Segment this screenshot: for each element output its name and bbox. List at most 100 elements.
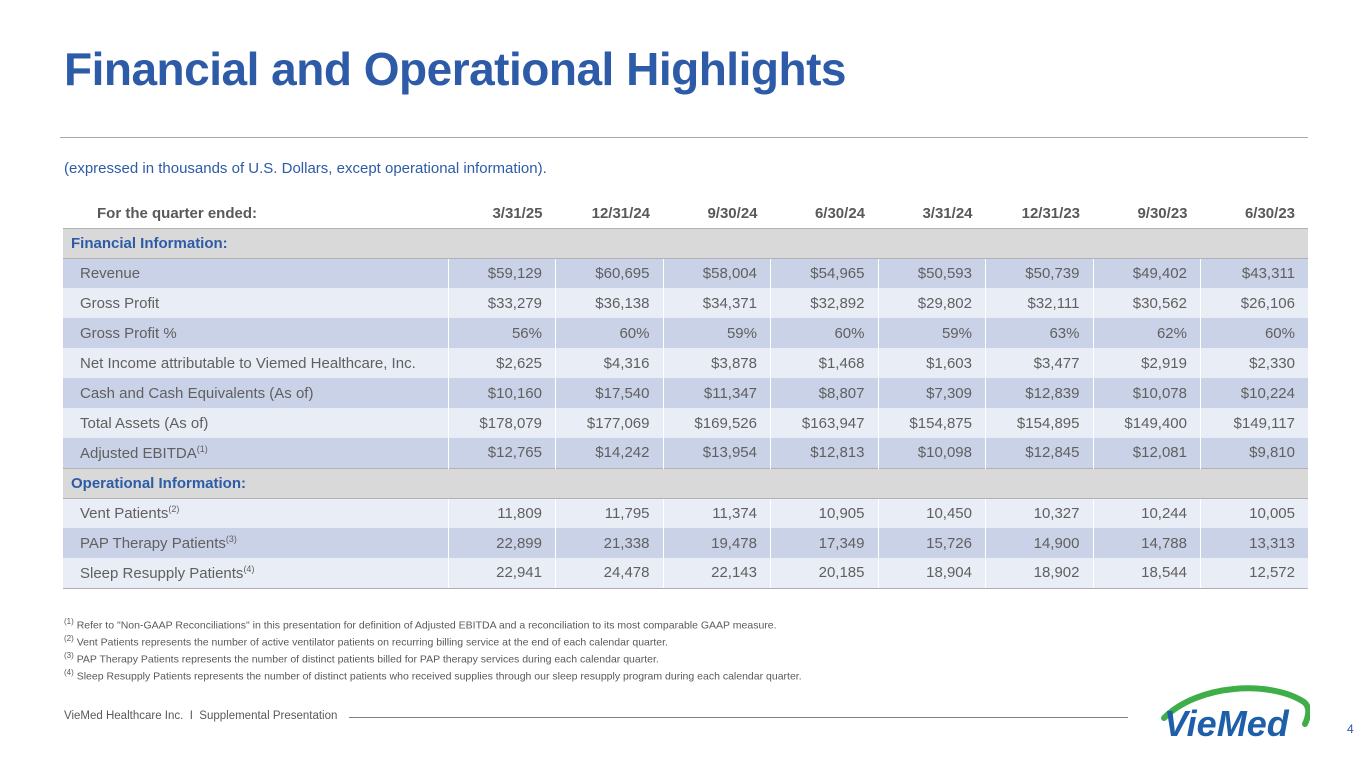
cell-value: $7,309 [877, 378, 986, 408]
cell-value: $29,802 [877, 288, 986, 318]
footnote-marker: (1) [196, 443, 208, 454]
cell-value: $14,242 [555, 438, 663, 468]
title-divider [60, 137, 1308, 138]
column-header: 3/31/25 [492, 204, 543, 222]
table-row: Gross Profit % 56% 60% 59% 60% 59% 63% 62% 60% [63, 318, 1308, 348]
cell-value: $17,540 [555, 378, 663, 408]
cell-value: $10,098 [877, 438, 986, 468]
section-header-row: Operational Information: [63, 467, 1308, 499]
cell-value: $54,965 [770, 258, 878, 288]
table-header-row: For the quarter ended: 3/31/25 12/31/24 9/… [63, 194, 1308, 228]
row-label-text: Cash and Cash Equivalents (As of) [80, 384, 314, 402]
cell-value: $12,081 [1092, 438, 1201, 468]
cell-value: 13,313 [1200, 528, 1308, 558]
row-label-text: PAP Therapy Patients [80, 535, 226, 552]
row-label: Revenue [63, 258, 448, 288]
cell-value: $163,947 [770, 408, 878, 438]
cell-value: $1,468 [770, 348, 878, 378]
cell-value: $60,695 [555, 258, 663, 288]
cell-value: 18,544 [1092, 558, 1201, 589]
cell-value: $169,526 [662, 408, 771, 438]
cell-value: $36,138 [555, 288, 663, 318]
section-label: Operational Information: [63, 467, 1308, 499]
footer: VieMed Healthcare Inc. I Supplemental Pr… [64, 710, 1128, 722]
row-label: PAP Therapy Patients(3) [63, 528, 448, 558]
cell-value: 10,450 [877, 498, 986, 528]
cell-value: 59% [877, 318, 986, 348]
cell-value: 63% [985, 318, 1093, 348]
table-header-label: For the quarter ended: [97, 204, 258, 222]
column-header: 12/31/24 [591, 204, 650, 222]
cell-value: 20,185 [770, 558, 878, 589]
cell-value: 59% [662, 318, 771, 348]
cell-value: $2,919 [1092, 348, 1201, 378]
cell-value: 19,478 [662, 528, 771, 558]
viemed-logo: VieMed [1158, 680, 1312, 748]
cell-value: $13,954 [662, 438, 771, 468]
row-label-text: Adjusted EBITDA [80, 444, 197, 462]
cell-value: $12,845 [985, 438, 1093, 468]
logo-swoosh-icon [1161, 685, 1312, 727]
viemed-logo-graphic: VieMed [1161, 685, 1312, 744]
table-row: Net Income attributable to Viemed Health… [63, 348, 1308, 378]
cell-value: 17,349 [770, 528, 878, 558]
table-row: Sleep Resupply Patients(4) 22,941 24,478 22… [63, 558, 1308, 589]
cell-value: 10,905 [770, 498, 878, 528]
row-label: Adjusted EBITDA(1) [63, 438, 448, 468]
cell-value: 22,941 [447, 558, 556, 589]
footnotes: (1) Refer to "Non-GAAP Reconciliations" … [64, 616, 1165, 684]
page-title: Financial and Operational Highlights [64, 43, 846, 95]
row-label-text: Net Income attributable to Viemed Health… [80, 354, 416, 372]
cell-value: 22,899 [447, 528, 556, 558]
cell-value: $32,111 [985, 288, 1093, 318]
cell-value: 60% [555, 318, 663, 348]
cell-value: 18,904 [877, 558, 986, 589]
cell-value: 62% [1092, 318, 1201, 348]
cell-value: 14,788 [1092, 528, 1201, 558]
cell-value: 60% [1200, 318, 1308, 348]
table-row: Vent Patients(2) 11,809 11,795 11,374 10,905… [63, 498, 1308, 528]
cell-value: $3,878 [662, 348, 771, 378]
cell-value: $10,160 [447, 378, 556, 408]
cell-value: $11,347 [662, 378, 771, 408]
column-header: 6/30/23 [1244, 204, 1295, 222]
cell-value: $178,079 [447, 408, 556, 438]
cell-value: $177,069 [555, 408, 663, 438]
cell-value: $1,603 [877, 348, 986, 378]
row-label-text: Gross Profit % [80, 324, 177, 342]
footnote-marker: (3) [225, 534, 237, 544]
column-header: 9/30/24 [707, 204, 758, 222]
cell-value: 22,143 [662, 558, 771, 589]
footer-divider [349, 716, 1128, 718]
cell-value: $2,330 [1200, 348, 1308, 378]
column-header: 6/30/24 [814, 204, 865, 222]
cell-value: $32,892 [770, 288, 878, 318]
table-row: PAP Therapy Patients(3) 22,899 21,338 19,47… [63, 528, 1308, 558]
cell-value: $154,895 [985, 408, 1093, 438]
cell-value: $12,839 [985, 378, 1093, 408]
footnote-text: Refer to "Non-GAAP Reconciliations" in t… [76, 619, 777, 632]
cell-value: 14,900 [985, 528, 1093, 558]
footnote-marker: (2) [168, 504, 180, 515]
cell-value: 24,478 [555, 558, 663, 589]
cell-value: 60% [770, 318, 878, 348]
footnote: (4) Sleep Resupply Patients represents t… [64, 667, 1165, 683]
cell-value: $30,562 [1092, 288, 1201, 318]
cell-value: 11,795 [555, 498, 663, 528]
column-header: 12/31/23 [1021, 204, 1080, 222]
footnote-text: PAP Therapy Patients represents the numb… [76, 653, 659, 666]
footnote-marker: (4) [243, 563, 255, 574]
footnote-number: (2) [64, 634, 74, 643]
footer-text: VieMed Healthcare Inc. I Supplemental Pr… [64, 710, 338, 722]
table-row: Adjusted EBITDA(1) $12,765 $14,242 $13,954 $… [63, 438, 1308, 468]
footnote-number: (1) [64, 617, 74, 626]
logo-text: VieMed [1164, 703, 1290, 744]
row-label-text: Sleep Resupply Patients [80, 564, 244, 582]
cell-value: $154,875 [877, 408, 986, 438]
page-number: 4 [1347, 722, 1354, 736]
cell-value: $12,765 [447, 438, 556, 468]
cell-value: $49,402 [1092, 258, 1201, 288]
cell-value: 56% [447, 318, 556, 348]
row-label: Gross Profit % [63, 318, 448, 348]
footnote: (2) Vent Patients represents the number … [64, 633, 1165, 649]
